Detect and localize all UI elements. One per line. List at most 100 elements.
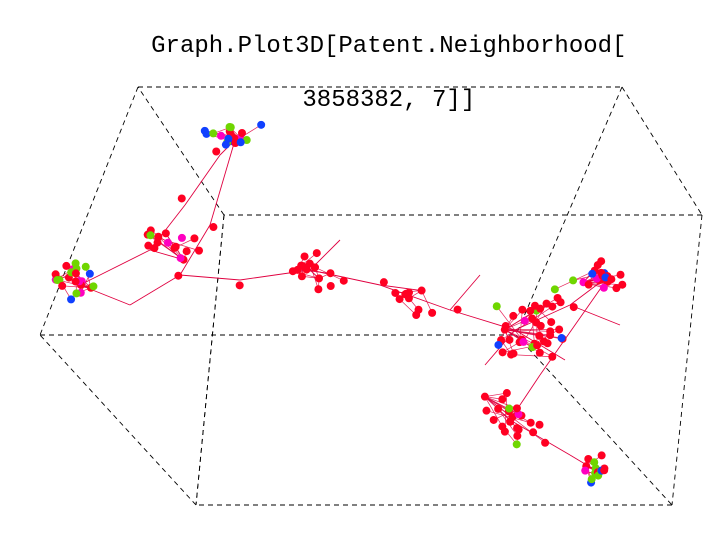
node: [226, 123, 234, 131]
node: [519, 338, 527, 346]
node: [547, 318, 555, 326]
node: [72, 289, 80, 297]
node: [62, 262, 70, 270]
node: [536, 421, 544, 429]
node: [510, 350, 518, 358]
bounding-box: [40, 87, 702, 505]
node: [607, 275, 615, 283]
node: [209, 129, 217, 137]
node: [405, 294, 413, 302]
edge: [450, 275, 480, 310]
node: [569, 276, 577, 284]
node: [499, 348, 507, 356]
node: [490, 416, 498, 424]
node: [257, 121, 265, 129]
node: [418, 287, 426, 295]
node: [391, 289, 399, 297]
node: [482, 407, 490, 415]
title-line-1: Graph.Plot3D[Patent.Neighborhood[: [151, 33, 626, 60]
node: [183, 247, 191, 255]
node: [190, 234, 198, 242]
node: [594, 261, 602, 269]
box-edge: [40, 87, 138, 335]
node: [505, 405, 513, 413]
node: [600, 466, 608, 474]
node: [540, 337, 548, 345]
node: [327, 282, 335, 290]
node: [177, 254, 185, 262]
node: [224, 135, 232, 143]
node: [543, 300, 551, 308]
node: [217, 132, 225, 140]
node: [551, 285, 559, 293]
node: [554, 294, 562, 302]
edge: [180, 275, 240, 280]
node: [238, 129, 246, 137]
node: [237, 138, 245, 146]
node: [501, 428, 509, 436]
node: [588, 270, 596, 278]
node: [546, 331, 554, 339]
edge: [185, 155, 220, 205]
node: [170, 244, 178, 252]
node: [72, 259, 80, 267]
node: [303, 266, 311, 274]
edge: [380, 285, 450, 310]
node: [415, 306, 423, 314]
node: [518, 306, 526, 314]
node: [174, 272, 182, 280]
figure-container: Graph.Plot3D[Patent.Neighborhood[ 385838…: [0, 0, 720, 540]
node: [585, 281, 593, 289]
node: [506, 418, 514, 426]
node: [536, 305, 544, 313]
node: [527, 419, 535, 427]
node: [529, 428, 537, 436]
node: [380, 278, 388, 286]
node: [178, 194, 186, 202]
node: [82, 263, 90, 271]
edge: [536, 311, 537, 346]
node: [581, 467, 589, 475]
node: [570, 303, 578, 311]
node: [67, 295, 75, 303]
node: [313, 249, 321, 257]
node: [144, 242, 152, 250]
box-edge: [516, 87, 622, 335]
node: [617, 271, 625, 279]
edge: [130, 275, 180, 305]
node: [498, 395, 506, 403]
node: [541, 439, 549, 447]
node: [162, 229, 170, 237]
node: [195, 247, 203, 255]
node: [89, 282, 97, 290]
node: [494, 405, 502, 413]
node: [164, 239, 172, 247]
edge: [380, 285, 422, 291]
node: [209, 223, 217, 231]
node: [340, 277, 348, 285]
box-edge: [622, 87, 702, 215]
node: [590, 458, 598, 466]
node: [178, 234, 186, 242]
node: [612, 284, 620, 292]
edge: [80, 250, 150, 285]
node: [513, 432, 521, 440]
node: [555, 326, 563, 334]
node: [72, 269, 80, 277]
node: [201, 127, 209, 135]
node: [86, 270, 94, 278]
box-edge: [40, 335, 196, 505]
node: [494, 341, 502, 349]
node: [72, 278, 80, 286]
node: [454, 306, 462, 314]
node: [326, 269, 334, 277]
graph-nodes: [52, 121, 627, 487]
node: [301, 252, 309, 260]
node: [513, 404, 521, 412]
node: [236, 281, 244, 289]
node: [558, 334, 566, 342]
node: [146, 231, 154, 239]
node: [526, 307, 534, 315]
node: [212, 148, 220, 156]
node: [53, 276, 61, 284]
